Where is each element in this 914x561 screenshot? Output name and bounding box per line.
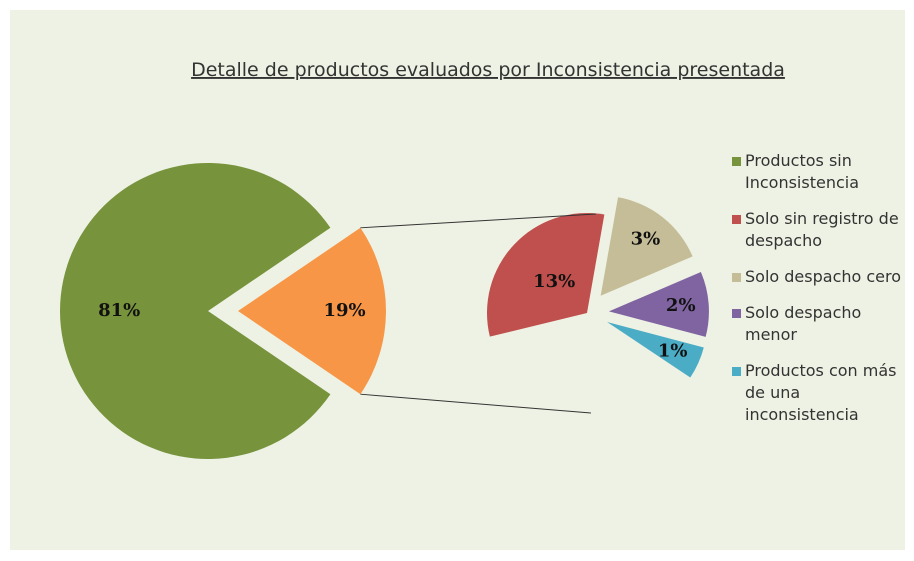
- legend-swatch: [732, 215, 741, 224]
- connector-line: [360, 393, 591, 414]
- data-label: 1%: [658, 341, 688, 362]
- data-label: 81%: [98, 300, 140, 321]
- data-label: 19%: [323, 300, 365, 321]
- data-label: 2%: [666, 295, 696, 316]
- legend-label: Productos sin Inconsistencia: [745, 151, 860, 192]
- legend-label: Solo despacho cero: [745, 267, 902, 286]
- legend: Productos sin Inconsistencia Solo sin reg…: [732, 150, 907, 426]
- legend-item: Solo despacho menor: [732, 302, 907, 346]
- legend-item: Solo sin registro de despacho: [732, 208, 907, 252]
- pie-slice: [238, 227, 386, 395]
- legend-swatch: [732, 309, 741, 318]
- legend-swatch: [732, 367, 741, 376]
- pie-slice: [608, 272, 709, 337]
- data-label: 13%: [533, 271, 575, 292]
- legend-item: Productos con más de una inconsistencia: [732, 360, 907, 426]
- connector-line: [360, 213, 596, 229]
- legend-item: Solo despacho cero: [732, 266, 907, 288]
- pie-slice: [600, 197, 693, 296]
- legend-label: Solo sin registro de despacho: [745, 209, 899, 250]
- legend-swatch: [732, 157, 741, 166]
- chart-title: Detalle de productos evaluados por Incon…: [191, 59, 785, 81]
- data-label: 3%: [631, 228, 661, 249]
- legend-label: Solo despacho menor: [745, 303, 862, 344]
- pie-slice: [607, 322, 704, 378]
- legend-label: Productos con más de una inconsistencia: [745, 361, 897, 424]
- legend-swatch: [732, 273, 741, 282]
- pie-slice: [487, 213, 605, 337]
- pie-slice: [60, 163, 331, 460]
- legend-item: Productos sin Inconsistencia: [732, 150, 907, 194]
